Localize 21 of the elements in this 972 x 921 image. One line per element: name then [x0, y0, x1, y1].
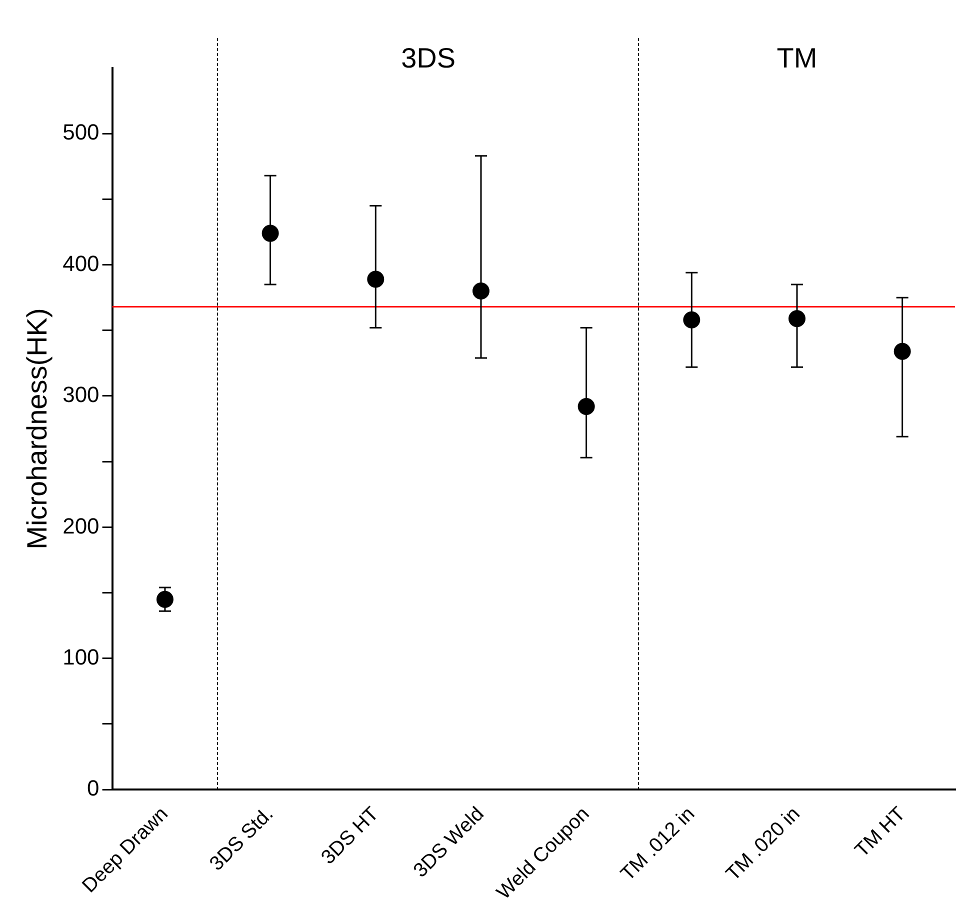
y-tick-label: 0: [87, 776, 100, 801]
y-tick-label: 100: [62, 644, 100, 670]
y-tick-label: 300: [62, 382, 100, 408]
point: [262, 224, 279, 242]
x-tick-label: TM HT: [851, 802, 910, 862]
annotation: 3DS: [401, 42, 456, 74]
annotation: TM: [776, 42, 818, 74]
y-tick-label: 500: [62, 120, 100, 145]
y-axis-title: Microhardness(HK): [22, 308, 53, 550]
point: [367, 270, 384, 288]
point: [788, 310, 806, 328]
x-tick-label: TM .020 in: [722, 802, 804, 886]
y-tick-label: 400: [62, 250, 100, 276]
point: [156, 590, 174, 608]
point: [578, 398, 595, 415]
y-tick-label: 200: [62, 513, 100, 538]
point: [894, 342, 911, 360]
x-tick-label: 3DS Std.: [206, 802, 278, 876]
x-tick-label: 3DS HT: [317, 802, 384, 869]
point: [683, 311, 700, 328]
point: [472, 282, 490, 300]
